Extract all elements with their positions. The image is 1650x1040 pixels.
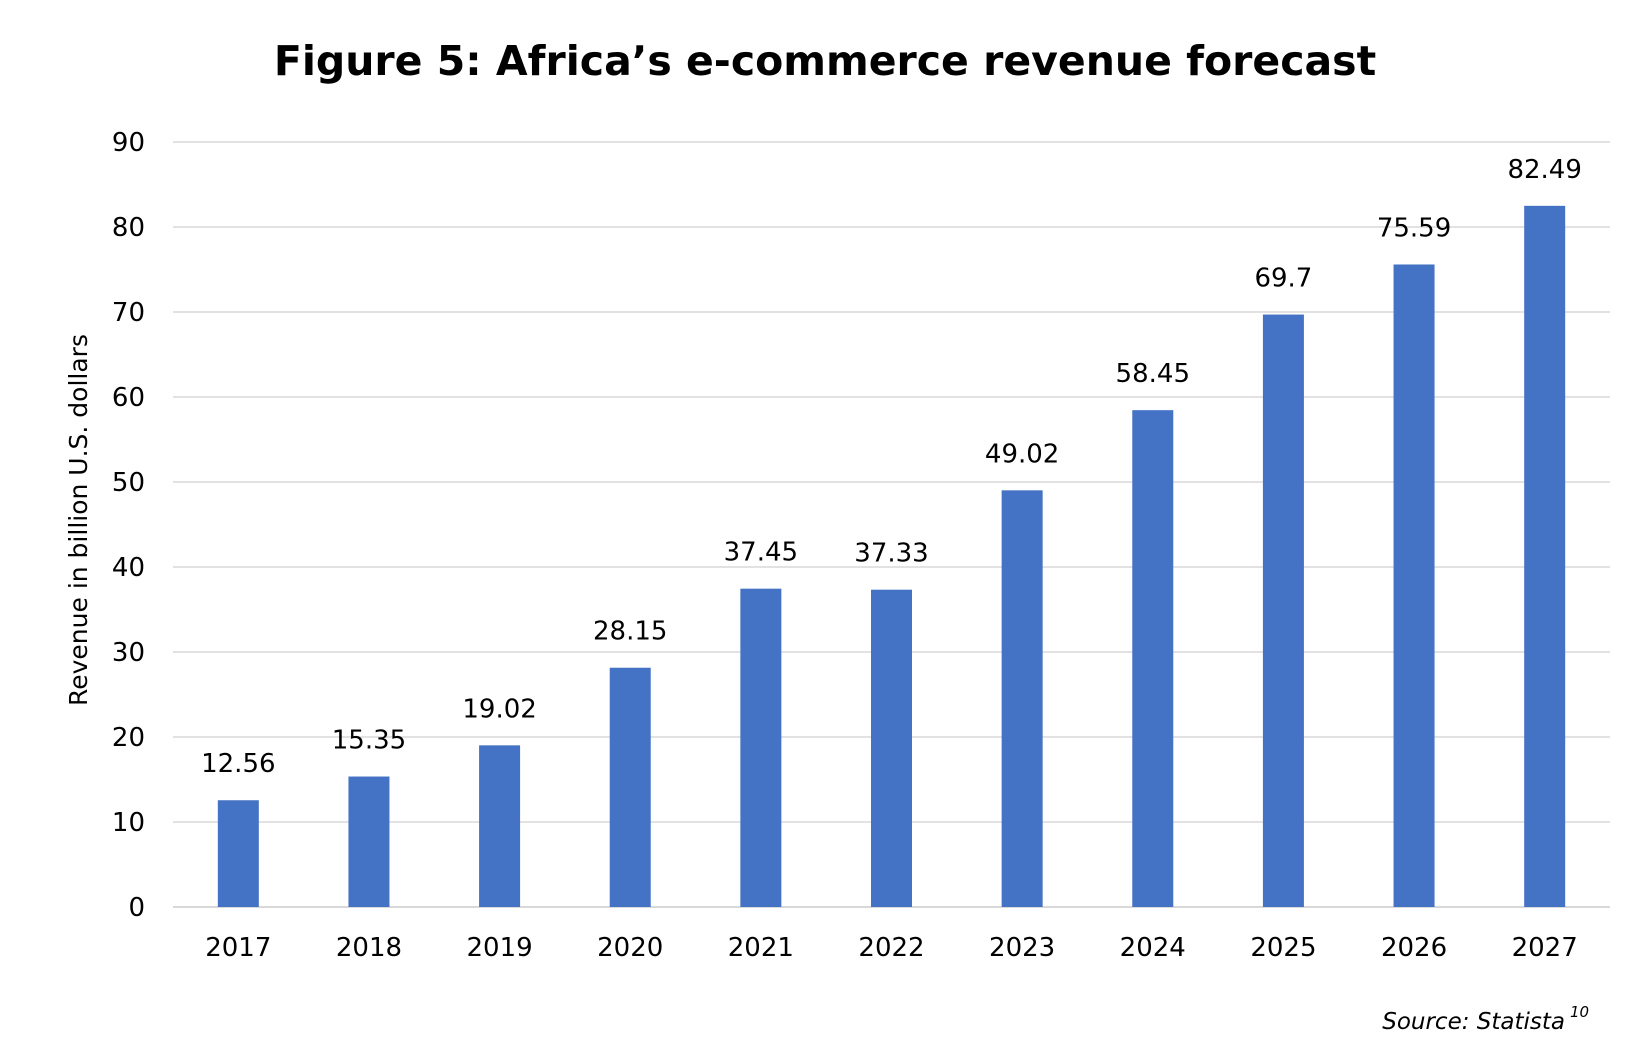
data-label: 49.02 — [985, 439, 1059, 469]
source-footnote-number: 10 — [1570, 1003, 1589, 1021]
data-label: 37.45 — [724, 538, 798, 568]
data-label: 69.7 — [1254, 264, 1312, 294]
x-tick-label: 2025 — [1250, 933, 1316, 963]
x-tick-label: 2024 — [1120, 933, 1186, 963]
data-label: 58.45 — [1116, 359, 1190, 389]
bar — [1132, 410, 1174, 907]
y-tick-label: 90 — [112, 128, 145, 158]
x-tick-label: 2020 — [597, 933, 663, 963]
bar — [871, 589, 912, 907]
chart-title: Figure 5: Africa’s e-commerce revenue fo… — [274, 37, 1376, 85]
bar — [479, 745, 521, 907]
data-label: 19.02 — [462, 694, 536, 724]
x-tick-label: 2021 — [728, 933, 794, 963]
y-tick-label: 30 — [112, 638, 145, 668]
y-tick-label: 80 — [112, 213, 145, 243]
x-tick-label: 2018 — [336, 933, 402, 963]
data-label: 28.15 — [593, 617, 667, 647]
bar — [609, 667, 651, 907]
gridlines — [173, 141, 1610, 908]
bar — [217, 800, 259, 907]
bar — [348, 776, 390, 907]
source-note: Source: Statista — [1382, 1009, 1565, 1035]
bar — [1524, 205, 1566, 907]
y-tick-label: 60 — [112, 383, 145, 413]
data-label: 37.33 — [854, 539, 928, 569]
y-tick-label: 70 — [112, 298, 145, 328]
data-label: 82.49 — [1507, 155, 1581, 185]
x-axis-ticks: 2017 2018 2019 2020 2021 2022 2023 2024 2025 2026… — [205, 933, 1578, 963]
data-label: 75.59 — [1377, 213, 1451, 243]
x-tick-label: 2017 — [205, 933, 271, 963]
bar — [1262, 314, 1304, 907]
data-labels: 12.56 15.35 19.02 28.15 37.45 37.33 49.02 58.45… — [201, 155, 1582, 779]
data-label: 12.56 — [201, 749, 275, 779]
y-axis-ticks: 0 10 20 30 40 50 60 70 80 90 — [112, 128, 145, 923]
y-tick-label: 50 — [112, 468, 145, 498]
data-label: 15.35 — [332, 726, 406, 756]
y-tick-label: 0 — [128, 893, 145, 923]
bar — [1001, 490, 1043, 907]
bars — [217, 205, 1566, 907]
x-tick-label: 2023 — [989, 933, 1055, 963]
y-axis-label: Revenue in billion U.S. dollars — [64, 334, 93, 706]
x-tick-label: 2022 — [858, 933, 924, 963]
x-tick-label: 2019 — [467, 933, 533, 963]
y-tick-label: 10 — [112, 808, 145, 838]
x-tick-label: 2027 — [1512, 933, 1578, 963]
bar — [1393, 264, 1435, 907]
y-tick-label: 20 — [112, 723, 145, 753]
x-tick-label: 2026 — [1381, 933, 1447, 963]
y-tick-label: 40 — [112, 553, 145, 583]
bar — [740, 588, 782, 907]
